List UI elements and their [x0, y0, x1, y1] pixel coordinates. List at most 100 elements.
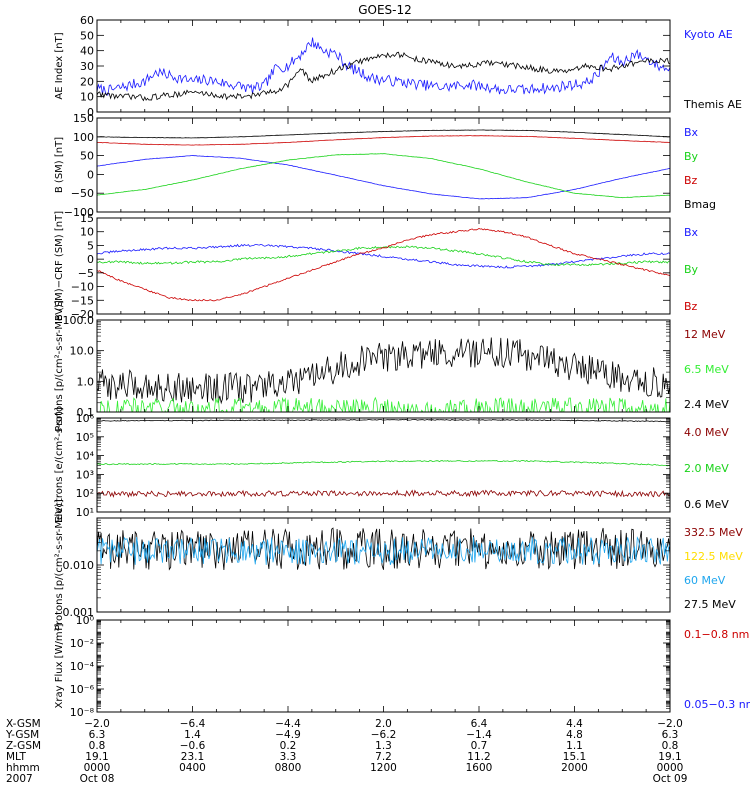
- legend-entry: 2.0 MeV: [684, 462, 729, 475]
- series-27-5-mev: [97, 527, 670, 571]
- y-tick-label: 10⁵: [76, 431, 94, 444]
- y-tick-label: 10⁰: [76, 614, 95, 627]
- legend-entry: 0.6 MeV: [684, 498, 729, 511]
- panel-1: 0 10 20 30 40 50 60 AE Index [nT] Kyoto AE Themis…: [54, 14, 742, 119]
- x-row-label: Y-GSM: [5, 729, 39, 741]
- legend-entry: Kyoto AE: [684, 28, 733, 41]
- x-axis-labels: X-GSMY-GSMZ-GSMMLThhmm2007−2.06.30.819.1…: [5, 718, 687, 785]
- y-tick-label: 0: [87, 168, 94, 181]
- x-tick-label: 11.2: [467, 751, 490, 763]
- series-kyoto-ae: [97, 37, 670, 96]
- x-tick-label: 4.4: [566, 718, 583, 730]
- y-tick-label: −15: [71, 294, 94, 307]
- legend-entry: Themis AE: [683, 98, 742, 111]
- x-tick-label: 6.3: [662, 729, 679, 741]
- series-bz: [97, 228, 670, 302]
- x-tick-label: 6.3: [89, 729, 106, 741]
- x-tick-label: 0.2: [280, 740, 297, 752]
- y-tick-label: 0.010: [63, 559, 95, 572]
- y-tick-label: −20: [71, 308, 94, 321]
- panel-2: −100 −50 0 50 100 150 B (SM) [nT] Bx By Bz Bmag: [54, 112, 716, 219]
- x-row-label: X-GSM: [6, 718, 41, 730]
- x-tick-label: 0000: [84, 762, 111, 774]
- x-tick-label: −0.6: [180, 740, 206, 752]
- y-tick-label: 10⁻²: [70, 637, 94, 650]
- x-tick-label: 1.1: [566, 740, 583, 752]
- y-axis-label: B (SM) [nT]: [54, 137, 65, 193]
- x-tick-label: 2000: [561, 762, 588, 774]
- x-tick-label: −1.4: [466, 729, 492, 741]
- x-tick-label: 0.7: [471, 740, 488, 752]
- y-axis-label: Protons [p/(cm²-s-sr-MeV)]: [54, 499, 65, 631]
- legend-entry: 2.4 MeV: [684, 398, 729, 411]
- series-4-0-mev: [97, 489, 670, 498]
- legend-entry: 0.1−0.8 nm: [684, 628, 749, 641]
- y-tick-label: 0: [87, 106, 94, 119]
- y-tick-label: 10³: [76, 468, 94, 481]
- y-tick-label: 10⁶: [76, 412, 95, 425]
- y-tick-label: 10: [80, 91, 94, 104]
- y-tick-label: 0.001: [63, 606, 95, 619]
- y-tick-label: 10¹: [76, 506, 94, 519]
- x-row-label: hhmm: [6, 762, 40, 774]
- panel-frame: [96, 619, 671, 713]
- series-60-mev: [97, 536, 670, 566]
- legend-entry: Bx: [684, 226, 699, 239]
- x-tick-label: 1.3: [375, 740, 392, 752]
- x-tick-label: 0.8: [662, 740, 679, 752]
- x-tick-label: −4.4: [275, 718, 301, 730]
- legend-entry: 4.0 MeV: [684, 426, 729, 439]
- y-tick-label: 10⁻⁸: [70, 706, 95, 719]
- series-2-0-mev: [97, 459, 670, 467]
- x-tick-label: 7.2: [375, 751, 392, 763]
- x-tick-label: Oct 09: [653, 773, 688, 785]
- legend-entry: 0.05−0.3 nm: [684, 698, 750, 711]
- legend-entry: By: [684, 263, 699, 276]
- x-tick-label: 15.1: [563, 751, 586, 763]
- legend-entry: By: [684, 150, 699, 163]
- x-tick-label: 6.4: [471, 718, 488, 730]
- y-tick-label: 60: [80, 14, 94, 27]
- legend-entry: Bmag: [684, 198, 716, 211]
- y-tick-label: 0: [87, 253, 94, 266]
- y-axis-label: Protons [p/(cm²-s-sr-MeV)]: [54, 300, 65, 432]
- legend-entry: Bx: [684, 126, 699, 139]
- legend-entry: 122.5 MeV: [684, 550, 743, 563]
- x-tick-label: 3.3: [280, 751, 297, 763]
- y-tick-label: 10⁻⁴: [70, 660, 95, 673]
- legend-entry: Bz: [684, 300, 698, 313]
- y-tick-label: −5: [78, 267, 94, 280]
- panel-frame: [96, 117, 671, 213]
- series-themis-ae: [97, 51, 670, 102]
- x-tick-label: 23.1: [181, 751, 204, 763]
- panel-5: 10¹ 10² 10³ 10⁴ 10⁵ 10⁶ Electrons [e/(cm²-s-sr…: [54, 407, 729, 523]
- y-tick-label: 100: [73, 131, 94, 144]
- x-tick-label: 0.8: [89, 740, 106, 752]
- x-tick-label: 0800: [275, 762, 302, 774]
- x-tick-label: Oct 08: [80, 773, 115, 785]
- y-tick-label: 10⁴: [76, 450, 95, 463]
- x-tick-label: −6.4: [180, 718, 206, 730]
- x-row-label: MLT: [6, 751, 26, 763]
- y-tick-label: 50: [80, 150, 94, 163]
- y-tick-label: 10: [80, 226, 94, 239]
- series-by: [97, 153, 670, 199]
- y-tick-label: 100.0: [63, 314, 95, 327]
- series-bx: [97, 243, 670, 269]
- y-tick-label: 30: [80, 60, 94, 73]
- series-bz: [97, 135, 670, 146]
- x-tick-label: 1600: [466, 762, 493, 774]
- series-2-4-mev: [97, 337, 670, 405]
- y-tick-label: 5: [87, 239, 94, 252]
- y-tick-label: 20: [80, 75, 94, 88]
- y-tick-label: 50: [80, 29, 94, 42]
- legend-entry: Bz: [684, 174, 698, 187]
- y-axis-label: B (SM)−CRF (SM) [nT]: [54, 211, 65, 321]
- x-tick-label: −4.9: [275, 729, 301, 741]
- panel-frame: [96, 417, 671, 513]
- y-tick-label: 1.0: [77, 375, 95, 388]
- x-tick-label: 2.0: [375, 718, 392, 730]
